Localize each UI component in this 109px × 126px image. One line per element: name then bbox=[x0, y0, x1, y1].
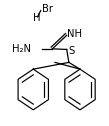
Text: H: H bbox=[33, 13, 41, 23]
Text: NH: NH bbox=[67, 29, 82, 39]
Text: S: S bbox=[69, 46, 75, 56]
Text: H₂N: H₂N bbox=[12, 44, 31, 54]
Text: Br: Br bbox=[42, 4, 53, 14]
